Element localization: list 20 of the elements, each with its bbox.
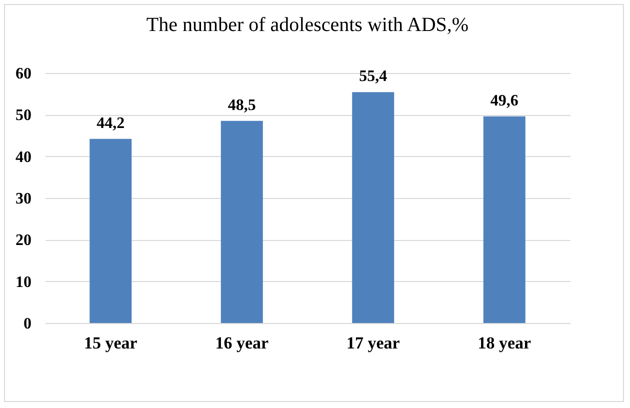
y-tick-label: 30: [16, 190, 32, 208]
x-tick-label: 15 year: [84, 334, 138, 352]
y-tick-label: 20: [16, 232, 32, 250]
bar: [220, 120, 263, 323]
data-label: 44,2: [96, 114, 125, 132]
bar: [483, 116, 526, 323]
x-tick-label: 18 year: [478, 334, 532, 352]
data-label: 49,6: [490, 92, 518, 110]
y-tick-label: 50: [16, 107, 32, 124]
chart-title: The number of adolescents with ADS,%: [146, 14, 469, 36]
bar: [90, 138, 132, 323]
data-label: 48,5: [228, 96, 256, 114]
x-tick-label: 17 year: [346, 334, 400, 352]
y-tick-label: 0: [24, 316, 32, 332]
bar: [352, 92, 394, 323]
data-label: 55,4: [359, 68, 388, 86]
x-tick-label: 16 year: [215, 334, 269, 352]
y-tick-label: 40: [16, 148, 32, 166]
y-tick-label: 10: [16, 274, 32, 291]
y-tick-label: 60: [16, 66, 32, 82]
